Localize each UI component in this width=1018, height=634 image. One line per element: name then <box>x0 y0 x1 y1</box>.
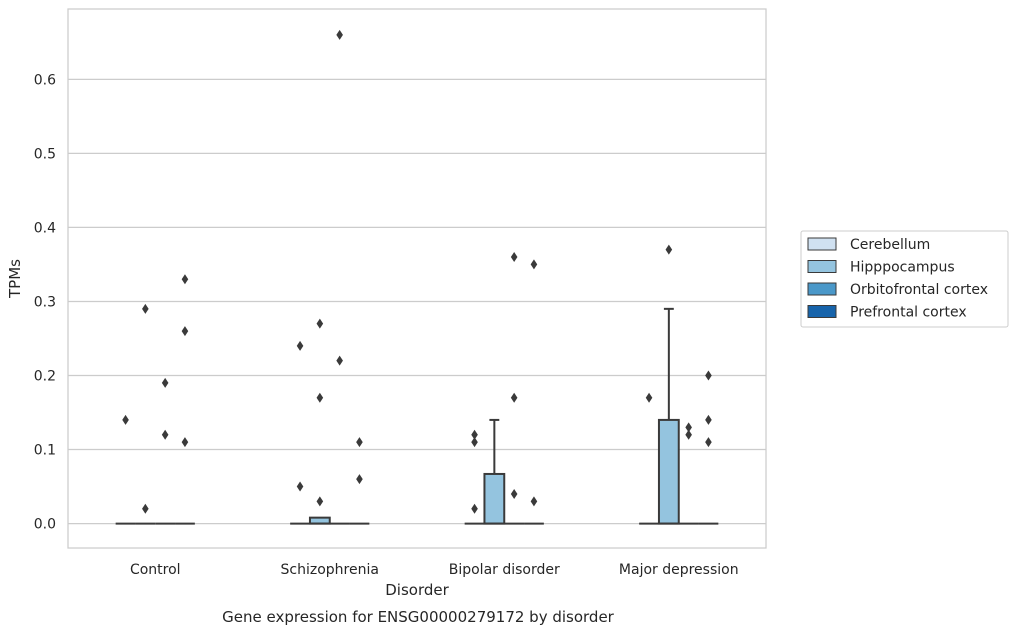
outlier-point <box>296 481 304 492</box>
outlier-point <box>685 429 692 440</box>
outlier-point <box>181 274 189 285</box>
y-tick-label: 0.0 <box>34 517 56 533</box>
y-tick-label: 0.1 <box>34 443 56 459</box>
outlier-point <box>665 244 673 255</box>
outlier-point <box>530 496 538 507</box>
x-tick-label: Control <box>130 562 181 578</box>
outlier-point <box>181 437 189 448</box>
legend-label: Hipppocampus <box>850 260 955 276</box>
outlier-point <box>510 488 518 499</box>
outlier-point <box>471 429 478 440</box>
box <box>657 418 680 525</box>
box <box>483 472 506 525</box>
legend-swatch <box>807 260 837 273</box>
outlier-point <box>316 496 324 507</box>
y-tick-label: 0.5 <box>34 146 56 162</box>
legend-swatch <box>807 305 837 318</box>
outlier-point <box>316 318 324 329</box>
x-tick-label: Schizophrenia <box>281 562 379 578</box>
outlier-point <box>645 392 653 403</box>
outlier-point <box>161 429 169 440</box>
outlier-point <box>530 259 538 270</box>
legend-items: Cerebellum Hipppocampus Orbitofrontal cort… <box>807 237 988 321</box>
outlier-point <box>705 437 712 448</box>
plot-frame <box>67 8 767 549</box>
outlier-point <box>471 503 478 514</box>
outlier-point <box>142 503 149 514</box>
legend: Cerebellum Hipppocampus Orbitofrontal cort… <box>800 230 1009 328</box>
legend-label: Orbitofrontal cortex <box>850 282 988 298</box>
grid-lines <box>68 78 766 525</box>
legend-label: Prefrontal cortex <box>850 305 967 321</box>
outlier-point <box>356 474 363 485</box>
outlier-point <box>122 414 129 425</box>
y-axis-label: TPMs <box>6 259 24 299</box>
legend-label: Cerebellum <box>850 237 930 253</box>
y-tick-label: 0.3 <box>34 294 56 310</box>
x-tick-label: Bipolar disorder <box>449 562 560 578</box>
outlier-points <box>122 29 712 514</box>
outlier-point <box>161 377 169 388</box>
outlier-point <box>356 437 363 448</box>
legend-swatch <box>807 282 837 296</box>
y-tick-label: 0.2 <box>34 368 56 384</box>
y-tick-label: 0.4 <box>34 220 56 236</box>
outlier-point <box>316 392 324 403</box>
outlier-point <box>181 326 189 337</box>
y-tick-label: 0.6 <box>34 72 56 88</box>
outlier-point <box>336 29 343 40</box>
outlier-point <box>510 252 518 263</box>
chart-caption: Gene expression for ENSG00000279172 by d… <box>222 608 615 626</box>
outlier-point <box>705 414 712 425</box>
outlier-point <box>336 355 343 366</box>
legend-frame <box>800 230 1009 328</box>
x-tick-labels: Control Schizophrenia Bipolar disorder Majo… <box>130 562 739 578</box>
outlier-point <box>471 437 478 448</box>
legend-swatch <box>807 237 837 251</box>
x-axis-label: Disorder <box>385 581 449 599</box>
x-tick-label: Major depression <box>619 562 739 578</box>
outlier-point <box>705 370 712 381</box>
outlier-point <box>296 340 304 351</box>
outlier-point <box>510 392 518 403</box>
outlier-point <box>685 422 692 433</box>
outlier-point <box>142 303 149 314</box>
boxes <box>115 307 719 525</box>
y-tick-labels: 0.0 0.1 0.2 0.3 0.4 0.5 0.6 <box>34 72 56 532</box>
